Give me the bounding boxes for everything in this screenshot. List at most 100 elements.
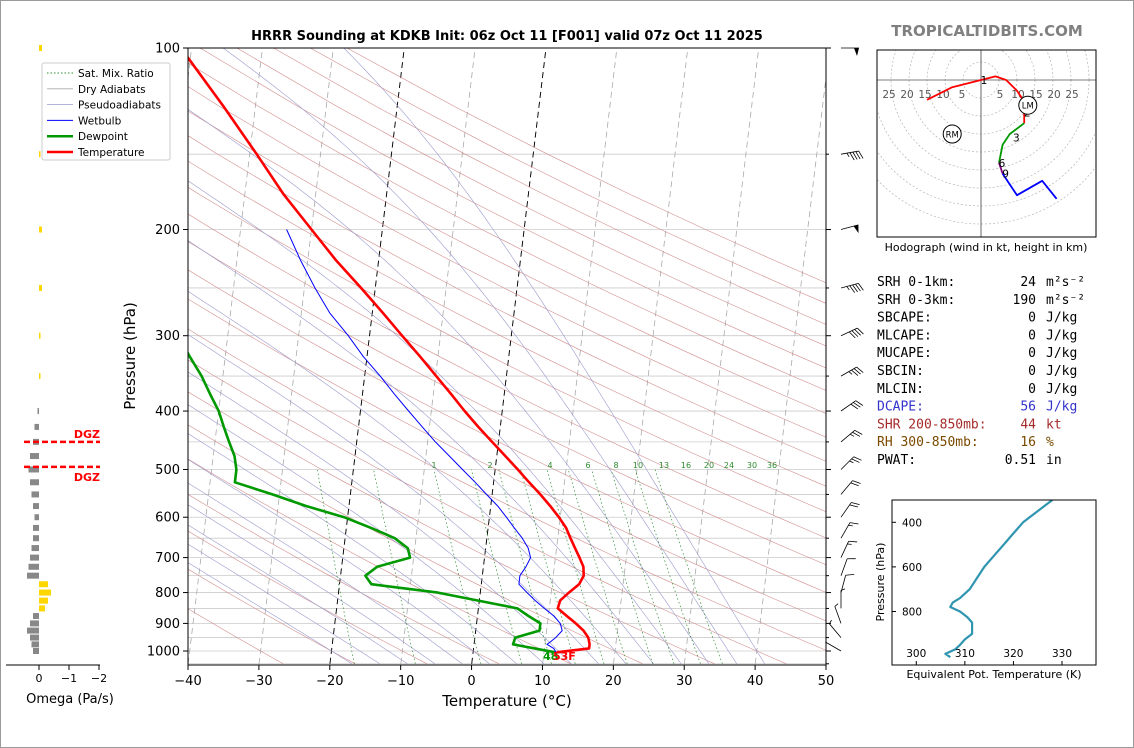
barb-full	[845, 573, 855, 576]
barb-half	[849, 433, 855, 437]
isotherm-line	[754, 74, 826, 664]
barb-full	[851, 502, 860, 505]
param-unit: J/kg	[1046, 346, 1077, 361]
omega-bar	[39, 373, 41, 380]
x-tick-label: 10	[534, 674, 551, 689]
hodograph-height-label: 1	[981, 75, 988, 87]
mixing-ratio-label: 24	[724, 461, 734, 470]
barb-full	[854, 329, 861, 336]
wind-barb	[840, 573, 855, 593]
omega-bar	[33, 613, 39, 620]
hodograph-segment	[998, 162, 1004, 174]
theta-e-y-tick-label: 800	[902, 606, 922, 618]
hodograph-ring-label: 10	[936, 89, 949, 101]
mixing-ratio-line	[433, 469, 482, 664]
param-value: 24	[1020, 275, 1036, 290]
param-label: PWAT:	[877, 453, 916, 468]
hodograph-border	[876, 49, 1097, 238]
param-value: 190	[1013, 293, 1036, 308]
omega-tick-label: −1	[61, 672, 77, 685]
series-wetbulb	[286, 229, 563, 653]
barb-full	[851, 458, 860, 463]
param-value: 56	[1020, 400, 1036, 415]
dry-adiabat	[188, 568, 356, 665]
x-tick-label: 40	[747, 674, 764, 689]
x-tick-label: −30	[245, 674, 272, 689]
param-value: 0.51	[1005, 453, 1036, 468]
barb-full	[852, 480, 861, 484]
x-axis-label: Temperature (°C)	[441, 692, 571, 710]
dry-adiabat	[188, 135, 826, 462]
storm-motion-marker	[1018, 95, 1038, 115]
moist-adiabat	[188, 108, 710, 664]
param-unit: m²s⁻²	[1046, 293, 1085, 308]
omega-bar	[34, 514, 39, 521]
mixing-ratio-label: 36	[767, 461, 777, 470]
storm-motion-marker	[942, 124, 962, 144]
wind-barb	[840, 540, 858, 558]
omega-bar	[30, 620, 39, 627]
omega-tick-label: −2	[91, 672, 107, 685]
series-dewpoint	[188, 350, 556, 654]
y-tick-label: 1000	[147, 645, 180, 660]
legend-entry: Dewpoint	[78, 131, 128, 143]
parameter-table: SRH 0-1km: 24 m²s⁻² SRH 0-3km: 190 m²s⁻² SBCAP…	[877, 275, 1085, 468]
dry-adiabat	[188, 458, 571, 665]
param-value: 44	[1020, 417, 1036, 432]
barb-full	[850, 403, 859, 410]
x-tick-label: −10	[387, 674, 414, 689]
surface-temperature-label: 53F	[553, 650, 576, 663]
barb-staff	[840, 430, 856, 443]
hodograph-ring-label: 25	[1065, 89, 1078, 101]
omega-panel: 0 −1 −2 DGZ DGZ	[6, 45, 107, 685]
mixing-ratio-line	[316, 469, 355, 664]
barb-half	[846, 152, 850, 158]
moist-adiabat	[343, 48, 765, 664]
theta-e-x-tick-label: 310	[955, 648, 975, 660]
dry-adiabat	[236, 48, 826, 347]
hodograph-ring-label: 25	[882, 89, 895, 101]
omega-bar	[39, 581, 48, 588]
wind-barb	[829, 619, 842, 638]
barb-half	[834, 603, 839, 607]
omega-bar	[31, 641, 39, 648]
chart-title: HRRR Sounding at KDKB Init: 06z Oct 11 […	[251, 29, 763, 44]
omega-bar	[34, 423, 39, 430]
wind-barb	[841, 47, 859, 56]
barb-staff	[829, 623, 842, 638]
isotherm-line	[613, 48, 689, 664]
mixing-ratio-line	[520, 469, 576, 664]
barb-staff	[840, 480, 853, 495]
legend: Sat. Mix. Ratio Dry Adiabats Pseudoadiabat…	[41, 62, 171, 161]
theta-e-panel: 300 310 320 330 400 600 800	[892, 500, 1072, 665]
wind-barb	[840, 502, 860, 518]
param-label: SHR 200-850mb:	[877, 417, 987, 432]
dry-adiabat	[188, 110, 826, 438]
param-value: 0	[1028, 328, 1036, 343]
barb-staff	[840, 502, 852, 518]
barb-full	[852, 151, 858, 160]
barb-half	[829, 619, 832, 625]
barb-full	[849, 285, 855, 293]
omega-bar	[39, 226, 42, 233]
moist-adiabat	[188, 290, 627, 664]
dry-adiabat	[188, 62, 826, 391]
omega-bar	[27, 572, 39, 579]
param-unit: %	[1046, 435, 1054, 450]
omega-bar	[39, 597, 48, 604]
wind-barb	[840, 480, 861, 495]
mixing-ratio-line	[471, 469, 522, 664]
barb-full	[849, 504, 858, 508]
y-tick-label: 800	[155, 586, 180, 601]
wind-barb	[834, 603, 842, 624]
zero-isotherm-line	[471, 48, 547, 664]
barb-full	[848, 331, 856, 339]
omega-bar	[33, 648, 39, 654]
moist-adiabat	[188, 482, 463, 665]
barb-staff	[834, 606, 842, 624]
mixing-ratio-label: 6	[585, 461, 590, 470]
param-unit: J/kg	[1046, 364, 1077, 379]
hodograph: 25201510551015202512369LMRM	[877, 50, 1096, 237]
param-value: 0	[1028, 311, 1036, 326]
